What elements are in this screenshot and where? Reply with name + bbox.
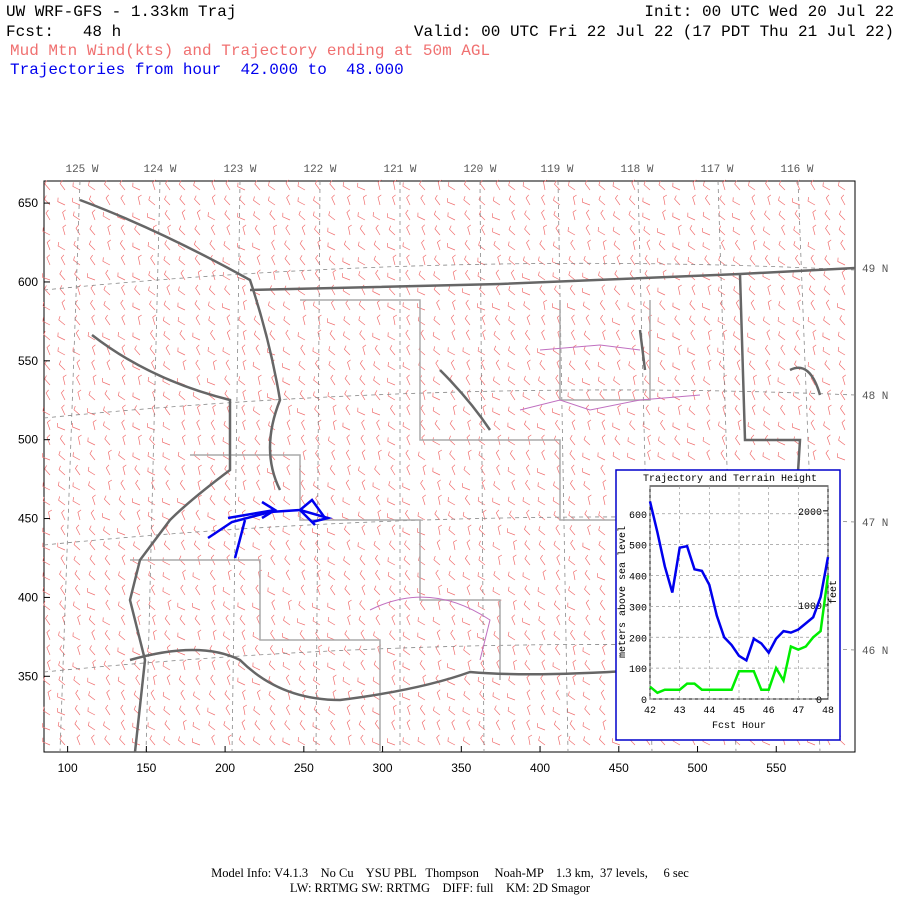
oregon-border — [129, 648, 761, 702]
y-tick-label: 600 — [18, 275, 38, 289]
coastline — [91, 334, 232, 753]
longitude-label: 118 W — [620, 164, 653, 176]
x-tick-label: 550 — [766, 761, 786, 775]
subtitle: Mud Mtn Wind(kts) and Trajectory ending … — [10, 42, 490, 60]
inset-title: Trajectory and Terrain Height — [643, 473, 817, 485]
trajectory-path — [233, 519, 247, 559]
trajectory-path — [207, 498, 327, 540]
x-tick-label: 400 — [530, 761, 550, 775]
x-tick-label: 100 — [58, 761, 78, 775]
x-tick-label: 42 — [644, 706, 656, 717]
y2-tick-label: 1000 — [798, 602, 822, 613]
title: UW WRF-GFS - 1.33km Traj — [6, 3, 236, 21]
borders — [79, 198, 856, 753]
longitude-label: 125 W — [65, 164, 98, 176]
lon-line — [315, 180, 321, 753]
longitude-label: 119 W — [540, 164, 573, 176]
inset-y-label: meters above sea level — [617, 526, 629, 658]
river — [369, 596, 491, 661]
river — [519, 394, 701, 411]
x-tick-label: 44 — [703, 706, 715, 717]
x-tick-label: 150 — [136, 761, 156, 775]
y-tick-label: 400 — [18, 590, 38, 604]
lake — [439, 369, 492, 431]
footer-line: LW: RRTMG SW: RRTMG DIFF: full KM: 2D Sm… — [290, 881, 591, 895]
trajectory-arrow — [227, 500, 278, 520]
y-tick-label: 550 — [18, 354, 38, 368]
y-tick-label: 100 — [629, 665, 647, 676]
x-tick-label: 43 — [674, 706, 686, 717]
forecast-hour: Fcst: 48 h — [6, 23, 121, 41]
latitude-label: 49 N — [862, 264, 888, 276]
county-line — [190, 454, 501, 680]
longitude-label: 120 W — [463, 164, 496, 176]
valid-time: Valid: 00 UTC Fri 22 Jul 22 (17 PDT Thu … — [414, 23, 894, 41]
inset-y2-label: feet — [828, 580, 840, 604]
county-line — [300, 299, 650, 521]
x-tick-label: 300 — [373, 761, 393, 775]
x-tick-label: 450 — [609, 761, 629, 775]
y-tick-label: 600 — [629, 511, 647, 522]
y-tick-label: 500 — [629, 542, 647, 553]
y2-tick-label: 2000 — [798, 508, 822, 519]
longitude-label: 124 W — [143, 164, 176, 176]
lake — [638, 329, 647, 371]
trajectory — [207, 498, 333, 559]
x-tick-label: 46 — [763, 706, 775, 717]
river — [539, 344, 641, 351]
lon-line — [557, 180, 569, 753]
x-tick-label: 48 — [822, 706, 834, 717]
longitude-label: 117 W — [700, 164, 733, 176]
y2-tick-label: 0 — [816, 696, 822, 707]
lake — [789, 366, 822, 396]
canada-border — [249, 266, 856, 292]
trajectory-arrow — [299, 508, 333, 526]
longitude-label: 123 W — [223, 164, 256, 176]
x-tick-label: 500 — [688, 761, 708, 775]
y-tick-label: 650 — [18, 196, 38, 210]
y-tick-label: 500 — [18, 433, 38, 447]
latitude-label: 46 N — [862, 646, 888, 658]
longitude-label: 116 W — [780, 164, 813, 176]
y-tick-label: 450 — [18, 512, 38, 526]
footer-line: Model Info: V4.1.3 No Cu YSU PBL Thompso… — [211, 866, 689, 880]
lon-line — [145, 180, 161, 753]
y-tick-label: 200 — [629, 634, 647, 645]
trajectory-hours: Trajectories from hour 42.000 to 48.000 — [10, 61, 404, 79]
y-tick-label: 300 — [629, 603, 647, 614]
latitude-label: 47 N — [862, 518, 888, 530]
x-tick-label: 200 — [215, 761, 235, 775]
x-tick-label: 45 — [733, 706, 745, 717]
series-line — [649, 575, 830, 695]
rivers — [369, 344, 701, 661]
series-line — [648, 501, 830, 663]
latitude-label: 48 N — [862, 391, 888, 403]
x-tick-label: 47 — [792, 706, 804, 717]
longitude-label: 121 W — [383, 164, 416, 176]
y-tick-label: 0 — [641, 696, 647, 707]
y-tick-label: 350 — [18, 669, 38, 683]
longitude-label: 122 W — [303, 164, 336, 176]
init-time: Init: 00 UTC Wed 20 Jul 22 — [644, 3, 894, 21]
inset-x-label: Fcst Hour — [712, 721, 766, 732]
y-tick-label: 400 — [629, 573, 647, 584]
lon-line — [479, 180, 485, 753]
county-line — [130, 559, 381, 752]
coastline — [79, 198, 282, 491]
x-tick-label: 350 — [451, 761, 471, 775]
county-line — [559, 300, 651, 401]
x-tick-label: 250 — [294, 761, 314, 775]
